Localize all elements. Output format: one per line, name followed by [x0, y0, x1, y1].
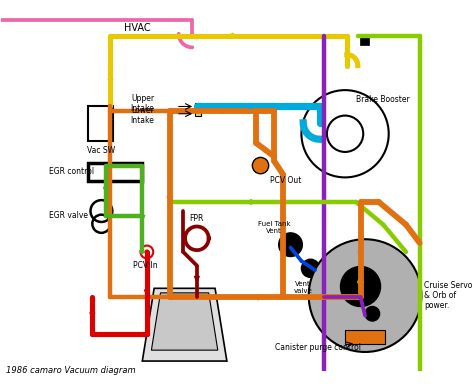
Text: FPR: FPR [190, 214, 204, 223]
Text: 1986 camaro Vacuum diagram: 1986 camaro Vacuum diagram [6, 366, 136, 375]
Text: Lower
Intake: Lower Intake [130, 106, 154, 125]
Circle shape [340, 267, 381, 307]
Circle shape [301, 90, 389, 178]
Text: HVAC: HVAC [124, 23, 151, 33]
Circle shape [357, 278, 364, 285]
Polygon shape [151, 293, 218, 350]
Bar [88, 106, 113, 141]
Circle shape [279, 233, 302, 256]
Circle shape [365, 307, 380, 321]
Bar [195, 103, 201, 110]
Text: Brake Booster: Brake Booster [356, 95, 410, 104]
Circle shape [140, 246, 153, 258]
Text: Vac SW: Vac SW [87, 145, 116, 154]
Circle shape [309, 239, 421, 352]
Text: Vent
valve: Vent valve [294, 281, 313, 294]
Polygon shape [142, 288, 227, 361]
Bar [88, 163, 142, 181]
Text: EGR valve: EGR valve [49, 211, 88, 220]
Text: PCV Out: PCV Out [270, 176, 301, 185]
Text: EGR control: EGR control [49, 167, 94, 176]
Text: Canister purge control: Canister purge control [275, 343, 361, 352]
Circle shape [301, 259, 319, 277]
Circle shape [252, 158, 269, 174]
Text: Fuel Tank
Vent: Fuel Tank Vent [258, 221, 291, 234]
Bar [195, 109, 201, 116]
Circle shape [145, 250, 149, 254]
Text: Upper
Intake: Upper Intake [130, 94, 154, 113]
Text: PCV In: PCV In [133, 261, 157, 270]
Text: Cruise Servo
& Orb of
power.: Cruise Servo & Orb of power. [424, 281, 473, 310]
Bar [345, 330, 385, 344]
Bar [360, 36, 369, 45]
